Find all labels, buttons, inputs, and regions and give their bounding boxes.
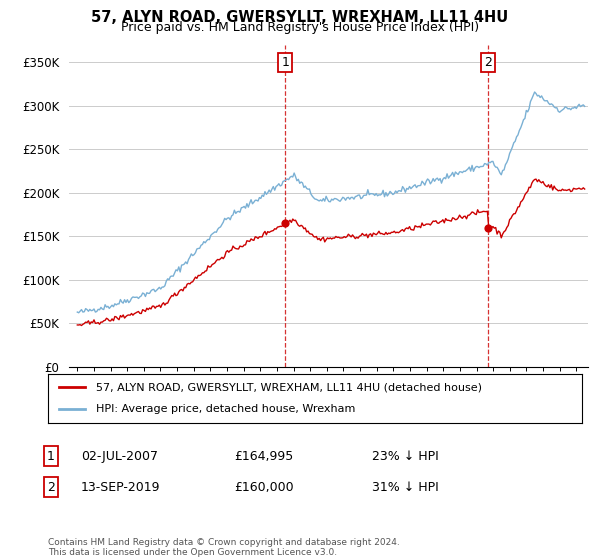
Text: 23% ↓ HPI: 23% ↓ HPI xyxy=(372,450,439,463)
Text: 02-JUL-2007: 02-JUL-2007 xyxy=(81,450,158,463)
Text: Contains HM Land Registry data © Crown copyright and database right 2024.
This d: Contains HM Land Registry data © Crown c… xyxy=(48,538,400,557)
Text: HPI: Average price, detached house, Wrexham: HPI: Average price, detached house, Wrex… xyxy=(96,404,355,414)
Text: 1: 1 xyxy=(281,56,289,69)
Text: 57, ALYN ROAD, GWERSYLLT, WREXHAM, LL11 4HU: 57, ALYN ROAD, GWERSYLLT, WREXHAM, LL11 … xyxy=(91,10,509,25)
Text: Price paid vs. HM Land Registry's House Price Index (HPI): Price paid vs. HM Land Registry's House … xyxy=(121,21,479,34)
Point xyxy=(280,219,290,228)
Text: 1: 1 xyxy=(47,450,55,463)
Text: 31% ↓ HPI: 31% ↓ HPI xyxy=(372,480,439,494)
Point xyxy=(484,223,493,232)
Text: 2: 2 xyxy=(484,56,492,69)
Text: 13-SEP-2019: 13-SEP-2019 xyxy=(81,480,161,494)
Text: £160,000: £160,000 xyxy=(234,480,293,494)
Text: 57, ALYN ROAD, GWERSYLLT, WREXHAM, LL11 4HU (detached house): 57, ALYN ROAD, GWERSYLLT, WREXHAM, LL11 … xyxy=(96,382,482,393)
Text: 2: 2 xyxy=(47,480,55,494)
Text: £164,995: £164,995 xyxy=(234,450,293,463)
